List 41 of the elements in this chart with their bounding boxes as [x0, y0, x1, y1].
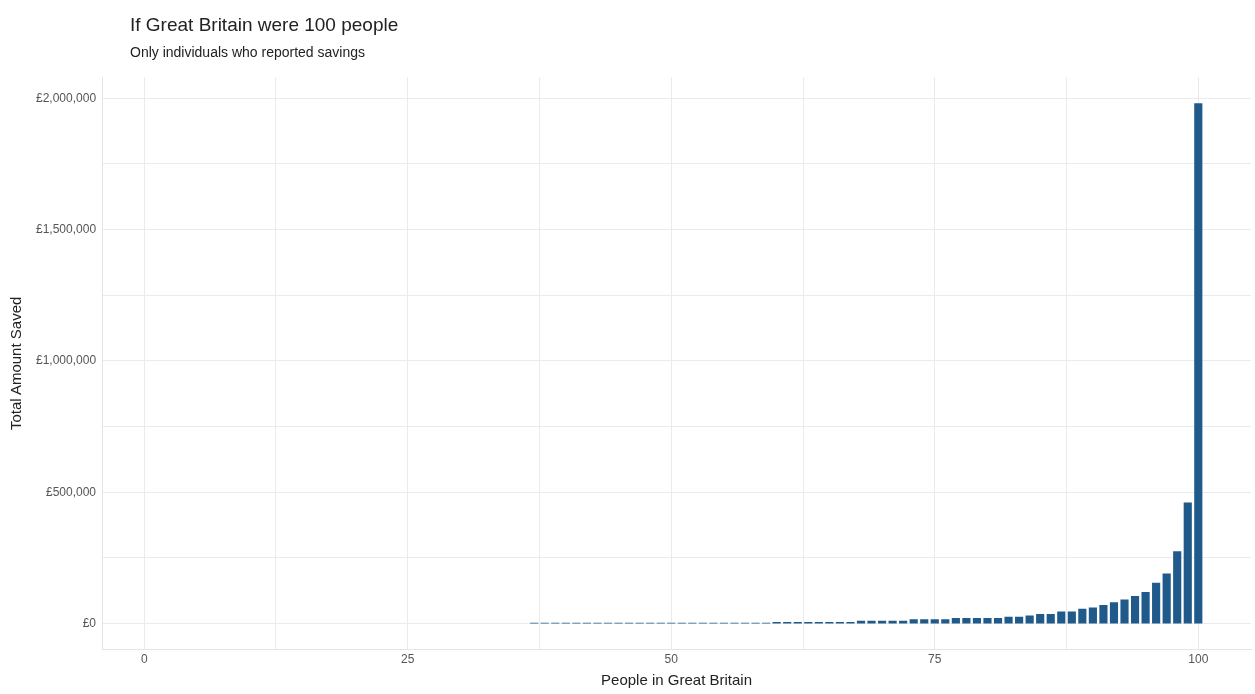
- y-tick-label: £1,000,000: [36, 353, 97, 368]
- bar: [972, 618, 982, 624]
- bar: [1046, 614, 1055, 624]
- bar: [1162, 573, 1171, 624]
- chart-subtitle: Only individuals who reported savings: [130, 44, 366, 60]
- bar: [1173, 551, 1182, 624]
- bar: [1025, 615, 1034, 624]
- bar: [1099, 604, 1108, 624]
- bar: [920, 619, 929, 624]
- x-tick-label: 0: [140, 652, 148, 667]
- bar: [1130, 595, 1140, 624]
- bar: [951, 618, 960, 624]
- bar: [1183, 502, 1192, 624]
- bar: [1067, 611, 1076, 624]
- bar: [1120, 599, 1129, 624]
- bar: [983, 618, 992, 624]
- bar: [993, 618, 1003, 624]
- bar: [1152, 582, 1161, 624]
- bar: [930, 619, 939, 624]
- bar: [1109, 602, 1119, 624]
- bar: [1078, 608, 1087, 624]
- chart-title: If Great Britain were 100 people: [130, 14, 399, 36]
- x-tick-label: 50: [664, 652, 679, 667]
- y-tick-label: £2,000,000: [36, 90, 97, 105]
- x-tick-label: 100: [1188, 652, 1209, 667]
- bar: [1004, 616, 1013, 624]
- x-axis-title: People in Great Britain: [601, 671, 752, 689]
- bar: [1088, 607, 1097, 624]
- y-axis-title: Total Amount Saved: [7, 296, 25, 431]
- bar: [941, 619, 950, 624]
- bar: [909, 619, 918, 624]
- y-tick-label: £500,000: [46, 484, 97, 499]
- x-tick-label: 25: [401, 652, 415, 667]
- y-tick-label: £1,500,000: [36, 221, 97, 236]
- bar: [1194, 103, 1203, 624]
- bar: [1057, 611, 1066, 624]
- bar: [1036, 614, 1045, 624]
- bar: [962, 618, 971, 624]
- x-tick-label: 75: [928, 652, 942, 667]
- bar: [1141, 592, 1150, 624]
- y-tick-label: £0: [82, 615, 97, 630]
